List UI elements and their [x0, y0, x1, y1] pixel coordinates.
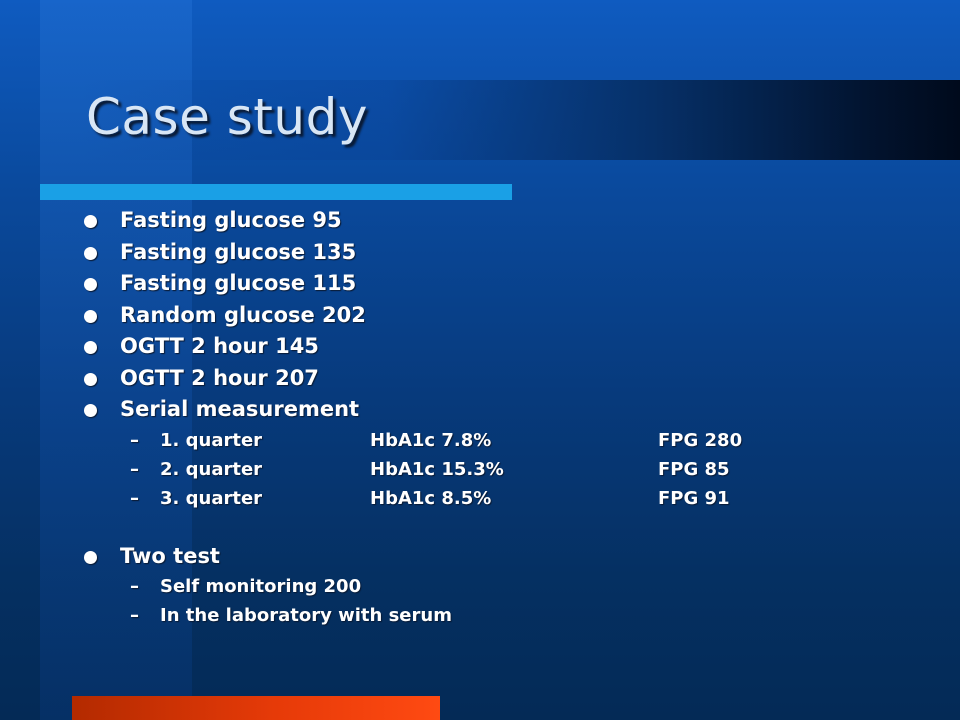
bullet-item: OGTT 2 hour 145 — [84, 331, 944, 363]
dash-marker: – — [130, 576, 139, 597]
serial-row: – 3. quarter HbA1c 8.5% FPG 91 — [84, 484, 944, 513]
bullet-text: OGTT 2 hour 145 — [120, 334, 319, 358]
serial-row: – 2. quarter HbA1c 15.3% FPG 85 — [84, 455, 944, 484]
sub-list-item: – Self monitoring 200 — [84, 572, 944, 601]
dash-marker: – — [130, 429, 139, 451]
slide-body: Fasting glucose 95 Fasting glucose 135 F… — [84, 205, 944, 630]
sub-list-item: – In the laboratory with serum — [84, 601, 944, 630]
bullet-text: Random glucose 202 — [120, 302, 366, 327]
bullet-text: OGTT 2 hour 207 — [120, 365, 319, 390]
spacer — [84, 513, 944, 541]
serial-hba1c: HbA1c 8.5% — [370, 487, 492, 509]
bullet-dot-icon — [84, 341, 97, 354]
bullet-item: OGTT 2 hour 207 — [84, 363, 944, 395]
bullet-item: Random glucose 202 — [84, 300, 944, 332]
serial-hba1c: HbA1c 7.8% — [370, 429, 492, 451]
title-accent-bar — [40, 184, 512, 200]
bullet-dot-icon — [84, 246, 97, 260]
serial-quarter: 2. quarter — [160, 458, 263, 480]
bullet-item: Fasting glucose 95 — [84, 205, 944, 237]
bullet-item: Two test — [84, 541, 944, 573]
serial-quarter: 1. quarter — [160, 429, 263, 451]
bullet-text: Fasting glucose 135 — [120, 239, 357, 264]
bottom-accent-bar — [72, 696, 440, 720]
bullet-item: Serial measurement — [84, 394, 944, 426]
bullet-item: Fasting glucose 115 — [84, 268, 944, 300]
serial-quarter: 3. quarter — [160, 487, 263, 509]
bullet-item: Fasting glucose 135 — [84, 237, 944, 269]
serial-fpg: FPG 85 — [658, 458, 730, 480]
serial-hba1c: HbA1c 15.3% — [370, 458, 504, 480]
dash-marker: – — [130, 487, 139, 509]
bullet-dot-icon — [84, 372, 97, 386]
bullet-dot-icon — [84, 404, 97, 417]
serial-row: – 1. quarter HbA1c 7.8% FPG 280 — [84, 426, 944, 455]
title-band — [80, 80, 960, 160]
bullet-text: Two test — [120, 543, 220, 568]
bullet-text: Fasting glucose 115 — [120, 271, 357, 295]
slide-title: Case study — [86, 88, 368, 146]
serial-fpg: FPG 91 — [658, 487, 730, 509]
sub-item-text: Self monitoring 200 — [160, 576, 362, 597]
bullet-dot-icon — [84, 215, 97, 228]
bullet-text: Serial measurement — [120, 397, 360, 421]
bullet-text: Fasting glucose 95 — [120, 208, 342, 232]
serial-fpg: FPG 280 — [658, 429, 743, 451]
bullet-dot-icon — [84, 309, 97, 323]
bullet-dot-icon — [84, 550, 97, 564]
bullet-dot-icon — [84, 278, 97, 291]
dash-marker: – — [130, 458, 139, 480]
dash-marker: – — [130, 605, 139, 626]
sub-item-text: In the laboratory with serum — [160, 605, 452, 626]
